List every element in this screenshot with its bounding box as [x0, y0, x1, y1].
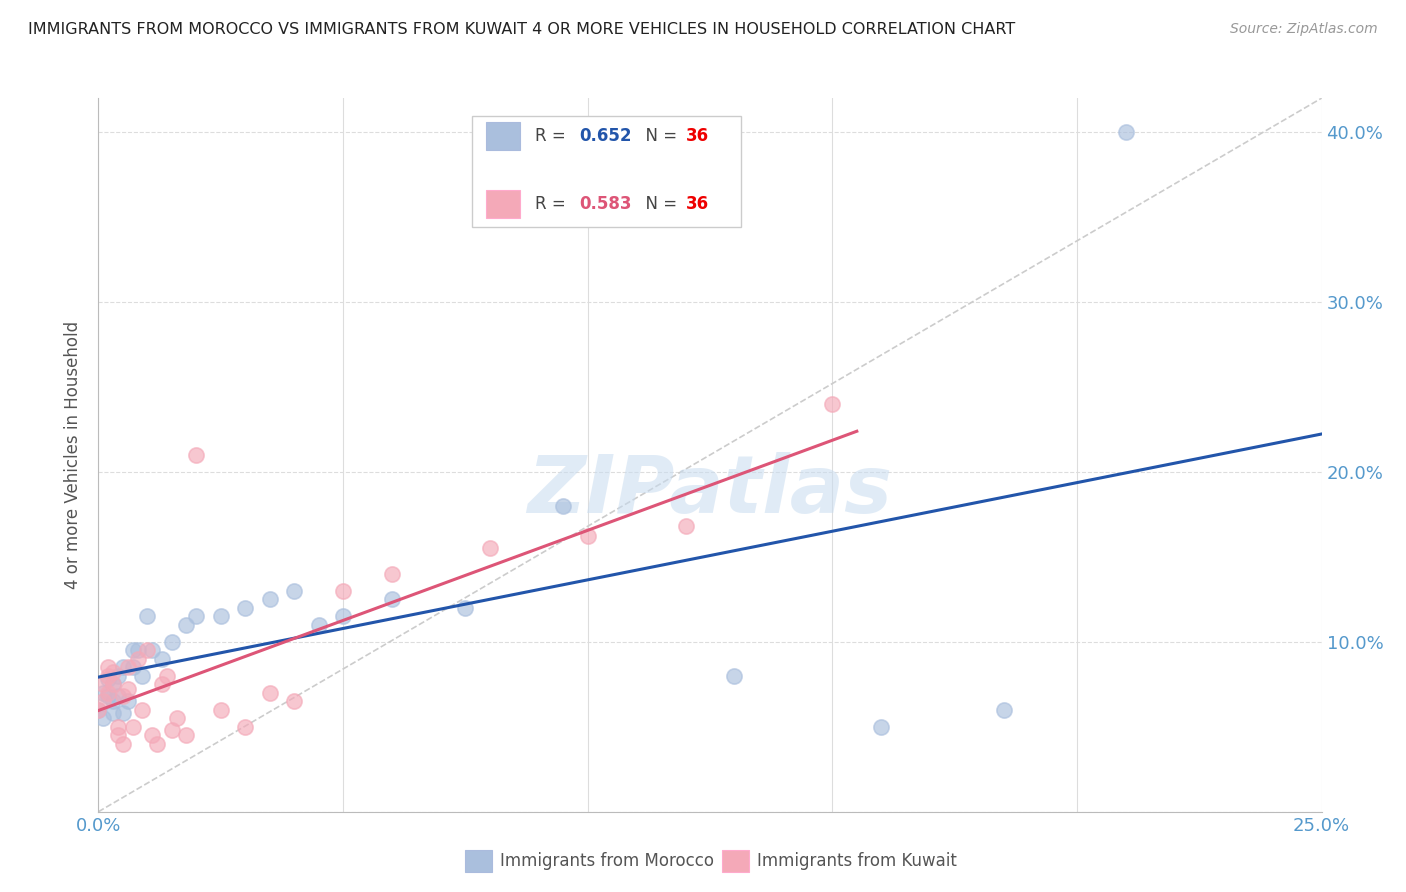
Point: [675, 519, 697, 533]
Point: [478, 541, 501, 556]
Point: [186, 448, 208, 462]
Text: IMMIGRANTS FROM MOROCCO VS IMMIGRANTS FROM KUWAIT 4 OR MORE VEHICLES IN HOUSEHOL: IMMIGRANTS FROM MOROCCO VS IMMIGRANTS FR…: [28, 22, 1015, 37]
Point: [97, 669, 120, 683]
Point: [136, 643, 159, 657]
Point: [176, 617, 198, 632]
Point: [91, 677, 114, 691]
Text: Immigrants from Kuwait: Immigrants from Kuwait: [756, 852, 956, 870]
Text: 0.583: 0.583: [579, 195, 631, 213]
Point: [283, 694, 305, 708]
Text: Immigrants from Morocco: Immigrants from Morocco: [499, 852, 714, 870]
Point: [87, 703, 110, 717]
Bar: [486, 122, 520, 150]
Point: [97, 672, 120, 686]
Point: [107, 728, 129, 742]
Text: ZIPatlas: ZIPatlas: [527, 451, 893, 530]
Point: [1115, 125, 1137, 139]
Point: [233, 720, 256, 734]
Point: [723, 669, 745, 683]
Text: 36: 36: [686, 195, 709, 213]
Bar: [486, 190, 520, 218]
Y-axis label: 4 or more Vehicles in Household: 4 or more Vehicles in Household: [65, 321, 83, 589]
Text: 36: 36: [686, 128, 709, 145]
Point: [127, 652, 149, 666]
Point: [101, 694, 124, 708]
Point: [111, 660, 134, 674]
Text: Source: ZipAtlas.com: Source: ZipAtlas.com: [1230, 22, 1378, 37]
Point: [156, 669, 179, 683]
Point: [381, 566, 404, 581]
Point: [381, 592, 404, 607]
Point: [186, 609, 208, 624]
Point: [332, 609, 354, 624]
Point: [107, 720, 129, 734]
Point: [146, 737, 169, 751]
Text: N =: N =: [636, 195, 683, 213]
Point: [111, 737, 134, 751]
Point: [117, 660, 139, 674]
Point: [91, 694, 114, 708]
Point: [91, 711, 114, 725]
Point: [160, 635, 183, 649]
Text: N =: N =: [636, 128, 683, 145]
Point: [209, 609, 232, 624]
Point: [117, 694, 139, 708]
Point: [97, 686, 120, 700]
Point: [107, 669, 129, 683]
Point: [553, 499, 575, 513]
Text: R =: R =: [536, 128, 571, 145]
Point: [121, 643, 143, 657]
Point: [160, 723, 183, 738]
Bar: [723, 849, 749, 872]
Point: [821, 397, 844, 411]
Point: [97, 660, 120, 674]
Point: [332, 583, 354, 598]
Point: [576, 529, 599, 543]
Point: [101, 677, 124, 691]
Point: [259, 686, 281, 700]
Point: [176, 728, 198, 742]
Point: [101, 677, 124, 691]
Point: [283, 583, 305, 598]
Point: [131, 669, 153, 683]
Point: [121, 660, 143, 674]
Bar: [465, 849, 492, 872]
Point: [91, 686, 114, 700]
FancyBboxPatch shape: [471, 116, 741, 227]
Point: [308, 617, 330, 632]
Point: [141, 643, 163, 657]
Point: [141, 728, 163, 742]
Point: [87, 703, 110, 717]
Point: [150, 677, 173, 691]
Point: [101, 706, 124, 721]
Point: [107, 689, 129, 703]
Point: [127, 643, 149, 657]
Point: [870, 720, 893, 734]
Point: [259, 592, 281, 607]
Point: [111, 706, 134, 721]
Point: [209, 703, 232, 717]
Point: [233, 600, 256, 615]
Text: R =: R =: [536, 195, 571, 213]
Text: 0.652: 0.652: [579, 128, 631, 145]
Point: [454, 600, 477, 615]
Point: [111, 689, 134, 703]
Point: [121, 720, 143, 734]
Point: [101, 665, 124, 680]
Point: [136, 609, 159, 624]
Point: [97, 689, 120, 703]
Point: [131, 703, 153, 717]
Point: [993, 703, 1015, 717]
Point: [150, 652, 173, 666]
Point: [117, 682, 139, 697]
Point: [166, 711, 188, 725]
